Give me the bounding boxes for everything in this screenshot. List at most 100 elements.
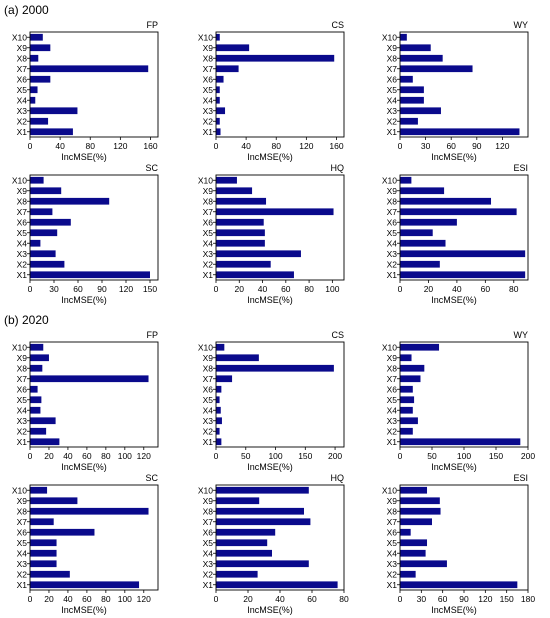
y-tick-label: X3: [203, 249, 214, 259]
bar-x10: [30, 176, 44, 184]
x-tick-label: 200: [521, 451, 535, 461]
x-tick-label: 120: [113, 141, 127, 151]
x-tick-label: 0: [28, 594, 33, 604]
y-tick-label: X5: [387, 85, 398, 95]
plot-frame: [215, 31, 345, 138]
x-axis-label: IncMSE(%): [247, 152, 293, 162]
y-tick-label: X8: [17, 53, 28, 63]
y-tick-label: X2: [17, 116, 28, 126]
bar-x10: [400, 33, 407, 41]
x-tick-label: 30: [421, 141, 431, 151]
y-tick-label: X3: [203, 416, 214, 426]
bar-x6: [400, 75, 413, 83]
panel-title: CS: [331, 20, 344, 30]
y-tick-label: X1: [387, 437, 398, 447]
bar-x5: [30, 396, 42, 404]
y-tick-label: X4: [387, 238, 398, 248]
bar-x10: [400, 176, 412, 184]
bar-x10: [30, 33, 43, 41]
panel-title: WY: [514, 330, 529, 340]
y-tick-label: X4: [17, 238, 28, 248]
x-tick-label: 20: [235, 284, 245, 294]
x-tick-label: 0: [214, 594, 219, 604]
y-tick-label: X4: [17, 548, 28, 558]
bar-x9: [30, 497, 78, 505]
y-tick-label: X10: [198, 342, 213, 352]
y-tick-label: X6: [387, 217, 398, 227]
bar-x3: [30, 560, 57, 568]
bar-x4: [400, 96, 424, 104]
bar-x4: [216, 239, 265, 247]
y-tick-label: X5: [17, 228, 28, 238]
bar-x9: [400, 44, 431, 52]
bar-x6: [216, 218, 264, 226]
y-tick-label: X6: [387, 527, 398, 537]
x-tick-label: 60: [281, 284, 291, 294]
x-tick-label: 90: [459, 594, 469, 604]
bar-x10: [216, 486, 309, 494]
x-tick-label: 40: [63, 451, 73, 461]
bar-x1: [30, 271, 150, 279]
y-tick-label: X10: [12, 175, 27, 185]
x-tick-label: 60: [82, 451, 92, 461]
y-tick-label: X1: [17, 127, 28, 137]
bar-x5: [216, 539, 268, 547]
x-axis-label: IncMSE(%): [247, 462, 293, 472]
y-tick-label: X9: [387, 353, 398, 363]
bar-x10: [30, 343, 44, 351]
x-tick-label: 20: [44, 451, 54, 461]
bar-x7: [216, 375, 233, 383]
x-tick-label: 20: [243, 594, 253, 604]
x-axis-label: IncMSE(%): [431, 152, 477, 162]
bar-x4: [30, 96, 36, 104]
bar-x10: [400, 486, 428, 494]
y-tick-label: X7: [203, 64, 214, 74]
bar-x7: [400, 65, 473, 73]
bar-x1: [400, 128, 520, 136]
bar-x7: [400, 375, 421, 383]
y-tick-label: X6: [203, 527, 214, 537]
y-tick-label: X1: [203, 437, 214, 447]
bar-x3: [30, 250, 56, 258]
bar-x1: [216, 581, 338, 589]
x-axis-label: IncMSE(%): [247, 605, 293, 615]
bar-x8: [400, 364, 425, 372]
y-tick-label: X5: [17, 538, 28, 548]
x-tick-label: 40: [241, 141, 251, 151]
bar-x4: [400, 406, 413, 414]
x-tick-label: 60: [82, 594, 92, 604]
y-tick-label: X7: [17, 517, 28, 527]
bar-x8: [30, 507, 149, 515]
y-tick-label: X8: [387, 53, 398, 63]
y-tick-label: X1: [203, 580, 214, 590]
bar-x8: [30, 364, 43, 372]
y-tick-label: X3: [17, 559, 28, 569]
bar-x10: [400, 343, 440, 351]
x-tick-label: 30: [417, 594, 427, 604]
bar-x5: [30, 229, 58, 237]
x-axis-label: IncMSE(%): [247, 295, 293, 305]
x-tick-label: 0: [28, 141, 33, 151]
y-tick-label: X3: [17, 249, 28, 259]
bar-x5: [30, 539, 57, 547]
y-tick-label: X1: [17, 437, 28, 447]
panel-title: ESI: [513, 473, 528, 483]
panel-title: SC: [145, 473, 158, 483]
bar-x3: [216, 107, 226, 115]
bar-x6: [30, 528, 95, 536]
y-tick-label: X2: [387, 569, 398, 579]
x-tick-label: 150: [143, 284, 157, 294]
y-tick-label: X1: [387, 580, 398, 590]
plot-frame: [215, 341, 345, 448]
bar-x3: [400, 250, 526, 258]
y-tick-label: X10: [382, 485, 397, 495]
bar-x8: [216, 197, 267, 205]
x-tick-label: 100: [457, 451, 471, 461]
y-tick-label: X7: [387, 207, 398, 217]
y-tick-label: X7: [387, 374, 398, 384]
bar-x6: [216, 385, 222, 393]
